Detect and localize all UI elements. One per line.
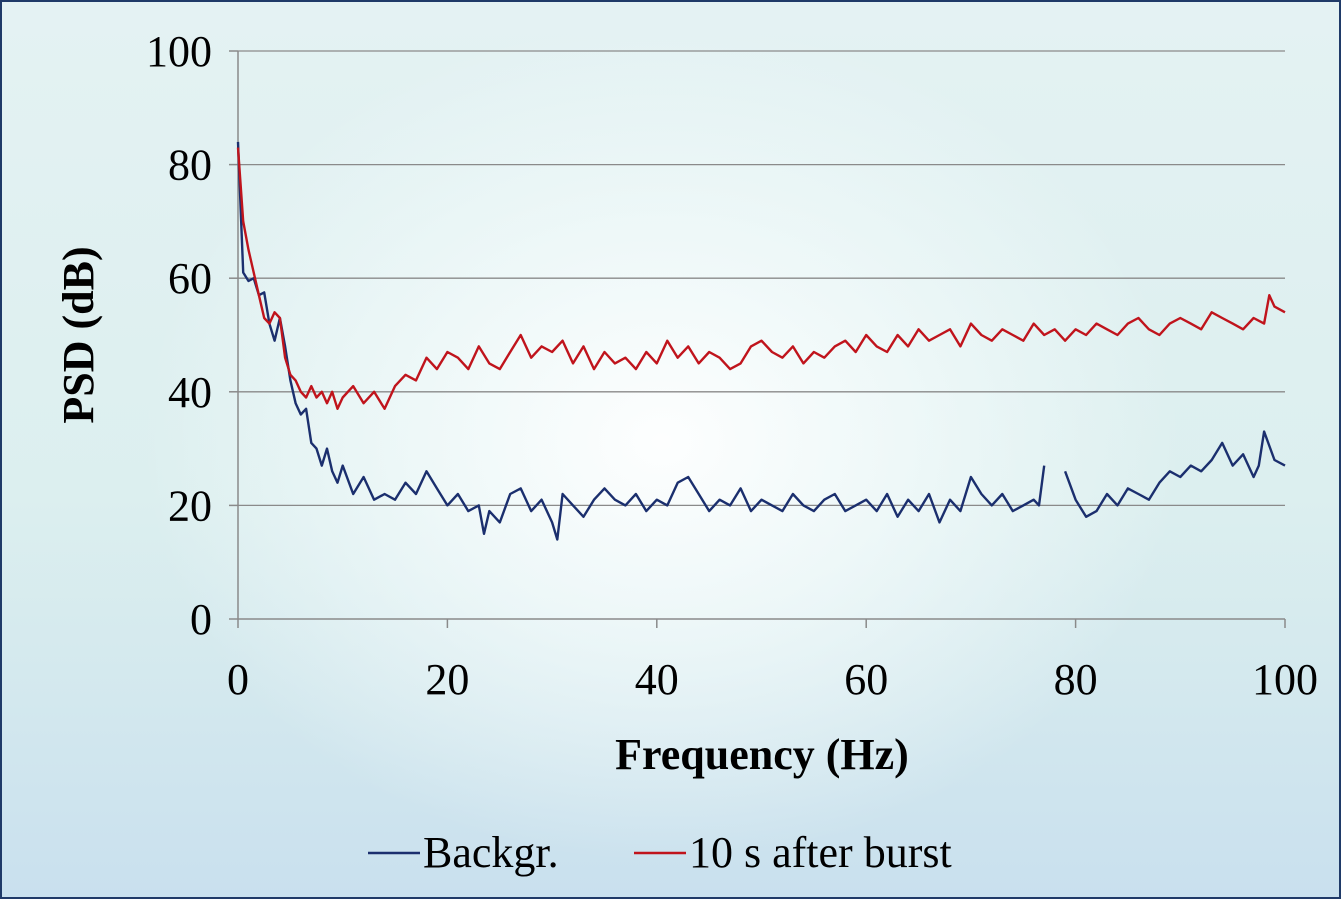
- x-tick-label: 40: [635, 655, 679, 704]
- x-tick-label: 0: [227, 655, 249, 704]
- series-line-1: [236, 141, 1286, 541]
- y-tick-label: 100: [146, 27, 212, 76]
- x-tick-label: 20: [425, 655, 469, 704]
- x-tick-label: 60: [844, 655, 888, 704]
- y-tick-labels: 0 20 40 60 80 100: [146, 27, 212, 644]
- series-line-2: [236, 147, 1286, 410]
- y-tick-label: 40: [168, 368, 212, 417]
- y-tick-label: 0: [190, 595, 212, 644]
- y-axis-title: PSD (dB): [54, 246, 103, 423]
- legend-label-1: Backgr.: [423, 828, 559, 877]
- x-tick-labels: 0 20 40 60 80 100: [227, 655, 1318, 704]
- x-axis-title: Frequency (Hz): [615, 730, 909, 779]
- y-tick-label: 60: [168, 254, 212, 303]
- gridlines: [238, 50, 1285, 507]
- x-tick-label: 100: [1252, 655, 1318, 704]
- y-tick-label: 20: [168, 481, 212, 530]
- y-tick-label: 80: [168, 141, 212, 190]
- x-tick-label: 80: [1054, 655, 1098, 704]
- legend-label-2: 10 s after burst: [689, 828, 952, 877]
- axes: [229, 50, 1286, 628]
- legend: Backgr. 10 s after burst: [368, 828, 952, 877]
- series-lines: [236, 141, 1286, 541]
